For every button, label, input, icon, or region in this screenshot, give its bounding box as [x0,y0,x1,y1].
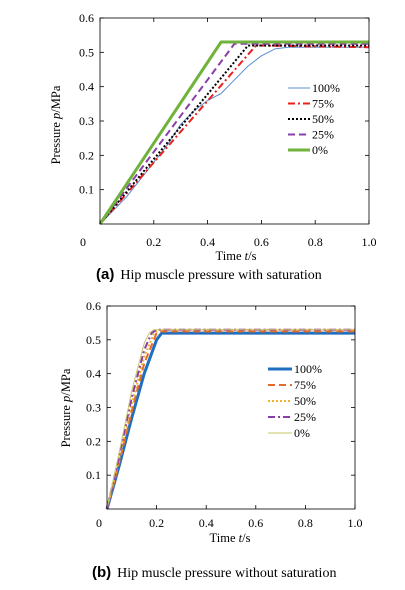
chart-a-legend-label: 50% [312,112,334,126]
chart-b-caption: (b) Hip muscle pressure without saturatio… [92,564,336,581]
chart-b-y-tick-label: 0.6 [86,299,101,313]
chart-b-y-tick-label: 0.5 [86,333,101,347]
chart-b-legend-label: 75% [294,378,316,392]
chart-a-legend-label: 0% [312,143,328,157]
chart-a-y-tick-label: 0.5 [79,45,94,59]
chart-b-y-axis-label: Pressure p/MPa [59,368,73,447]
chart-a-x-tick-label: 0.2 [146,235,161,249]
chart-b-series-0pct [106,329,355,510]
chart-b-x-tick-label: 0.4 [199,516,214,530]
chart-a-legend-label: 75% [312,97,334,111]
chart-b-x-tick-label: 0.6 [248,516,263,530]
chart-a-x-tick-label: 0.6 [254,235,269,249]
chart-b-origin-label: 0 [96,516,102,530]
chart-b-x-tick-label: 1.0 [348,516,363,530]
chart-b-series-75pct [106,330,355,510]
chart-b-y-tick-label: 0.1 [86,468,101,482]
chart-a-lines [98,40,370,225]
chart-b: 0.2 0.4 0.6 0.8 1.0 0.1 0.2 0.3 0.4 0.5 0.6 0 Time… [59,299,363,581]
chart-b-legend-label: 0% [294,426,310,440]
chart-a-series-0pct [98,40,369,225]
chart-a-x-tick-label: 0.8 [308,235,323,249]
chart-b-y-tick-label: 0.4 [86,367,101,381]
chart-a-y-tick-label: 0.2 [79,148,94,162]
chart-a-y-tick-label: 0.1 [79,183,94,197]
chart-b-series-100pct [105,331,355,510]
chart-a-ticks: 0.2 0.4 0.6 0.8 1.0 0.1 0.2 0.3 0.4 0.5 0.6 [79,11,377,249]
chart-a-series-25pct [99,42,369,225]
chart-b-lines [105,328,355,510]
chart-a-y-tick-label: 0.4 [79,80,94,94]
chart-b-y-tick-label: 0.2 [86,434,101,448]
chart-a-legend: 100% 75%50% 25%0% [288,81,340,157]
chart-b-x-axis-label: Time t/s [210,531,251,545]
chart-b-legend-label: 25% [294,410,316,424]
chart-a-caption: (a) Hip muscle pressure with saturation [96,266,322,283]
chart-b-y-tick-label: 0.3 [86,401,101,415]
chart-a-y-tick-label: 0.6 [79,11,94,25]
chart-b-series-50pct [106,328,355,510]
chart-b-ticks: 0.2 0.4 0.6 0.8 1.0 0.1 0.2 0.3 0.4 0.5 0.6 [86,299,363,530]
chart-a-x-tick-label: 0.4 [200,235,215,249]
chart-b-plot-frame [106,305,356,510]
chart-a: 0.2 0.4 0.6 0.8 1.0 0.1 0.2 0.3 0.4 0.5 0.6 0 Time… [49,11,377,283]
chart-b-x-tick-label: 0.2 [149,516,164,530]
chart-a-legend-label: 25% [312,128,334,142]
chart-a-y-tick-label: 0.3 [79,114,94,128]
chart-b-legend-label: 100% [294,362,322,376]
chart-a-x-tick-label: 1.0 [362,235,377,249]
chart-a-origin-label: 0 [80,235,86,249]
chart-a-y-axis-label: Pressure p/MPa [49,85,63,164]
chart-b-legend: 100% 75% 50% 25% 0% [268,362,322,440]
chart-b-axes [106,305,356,510]
chart-b-legend-label: 50% [294,394,316,408]
chart-b-series-25pct [106,328,355,510]
chart-a-legend-label: 100% [312,81,340,95]
chart-a-series-75pct [99,44,370,225]
chart-a-x-axis-label: Time t/s [216,249,257,263]
chart-a-series-50pct [99,44,369,225]
chart-b-x-tick-label: 0.8 [298,516,313,530]
